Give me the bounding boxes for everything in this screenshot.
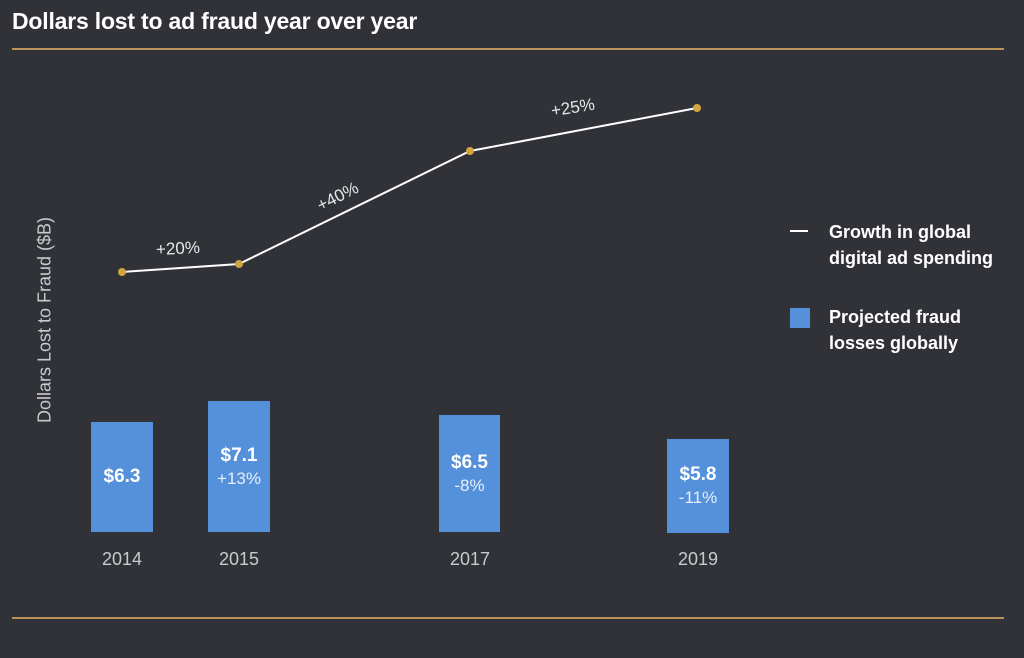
line-swatch-icon: [790, 230, 808, 232]
line-marker-2015: [235, 260, 243, 268]
legend-bar-text-2: losses globally: [829, 333, 959, 353]
bar-value: $5.8: [679, 464, 717, 485]
bar-2017: $6.5 -8%: [439, 415, 500, 532]
line-marker-2014: [118, 268, 126, 276]
chart-title: Dollars lost to ad fraud year over year: [12, 8, 418, 34]
bar-2014: $6.3: [91, 422, 153, 532]
bar-2015: $7.1 +13%: [208, 401, 270, 532]
x-tick-2014: 2014: [101, 549, 143, 569]
bottom-divider: [12, 617, 1004, 619]
x-tick-2019: 2019: [677, 549, 719, 569]
legend-line-text-2: digital ad spending: [829, 248, 994, 268]
bar-change: -8%: [454, 475, 485, 495]
legend-bar-text-1: Projected fraud: [829, 307, 962, 327]
bar-value: $7.1: [220, 444, 258, 466]
line-marker-2017: [466, 147, 474, 155]
bar-2019: $5.8 -11%: [667, 439, 729, 533]
line-marker-2019: [693, 104, 701, 112]
legend-line-text-1: Growth in global: [829, 222, 971, 242]
bar-swatch-icon: [790, 308, 810, 328]
segment-label-2014-2015: +20%: [155, 237, 201, 260]
growth-line: [121, 107, 698, 273]
bar-value: $6.3: [103, 466, 141, 487]
x-tick-2015: 2015: [218, 549, 260, 569]
bar-change: +13%: [217, 468, 261, 488]
bar-change: -11%: [678, 488, 718, 507]
bar-value: $6.5: [451, 451, 488, 473]
top-divider: [12, 48, 1004, 50]
x-tick-2017: 2017: [449, 549, 491, 569]
